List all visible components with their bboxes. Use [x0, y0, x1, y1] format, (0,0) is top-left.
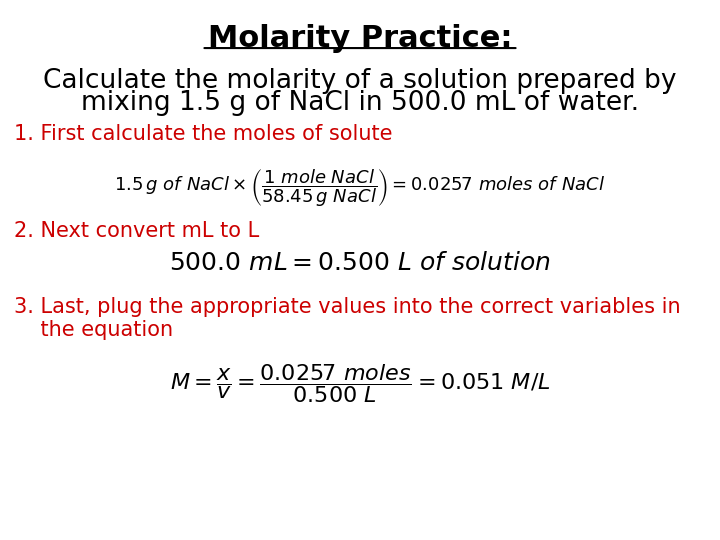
Text: $500.0\ mL = 0.500\ L\ \mathit{of\ solution}$: $500.0\ mL = 0.500\ L\ \mathit{of\ solut… [169, 251, 551, 275]
Text: $M = \dfrac{x}{v} = \dfrac{0.0257\ moles}{0.500\ L} = 0.051\ M/L$: $M = \dfrac{x}{v} = \dfrac{0.0257\ moles… [170, 362, 550, 405]
Text: 1. First calculate the moles of solute: 1. First calculate the moles of solute [14, 124, 393, 144]
Text: Calculate the molarity of a solution prepared by: Calculate the molarity of a solution pre… [43, 68, 677, 93]
Text: 3. Last, plug the appropriate values into the correct variables in: 3. Last, plug the appropriate values int… [14, 297, 681, 317]
Text: mixing 1.5 g of NaCl in 500.0 mL of water.: mixing 1.5 g of NaCl in 500.0 mL of wate… [81, 90, 639, 116]
Text: $1.5\,g\ \mathit{of}\ NaCl \times \left(\dfrac{1\ mole\ NaCl}{58.45\,g\ NaCl}\ri: $1.5\,g\ \mathit{of}\ NaCl \times \left(… [114, 167, 606, 209]
Text: the equation: the equation [14, 320, 174, 340]
Text: 2. Next convert mL to L: 2. Next convert mL to L [14, 221, 260, 241]
Text: Molarity Practice:: Molarity Practice: [208, 24, 512, 53]
